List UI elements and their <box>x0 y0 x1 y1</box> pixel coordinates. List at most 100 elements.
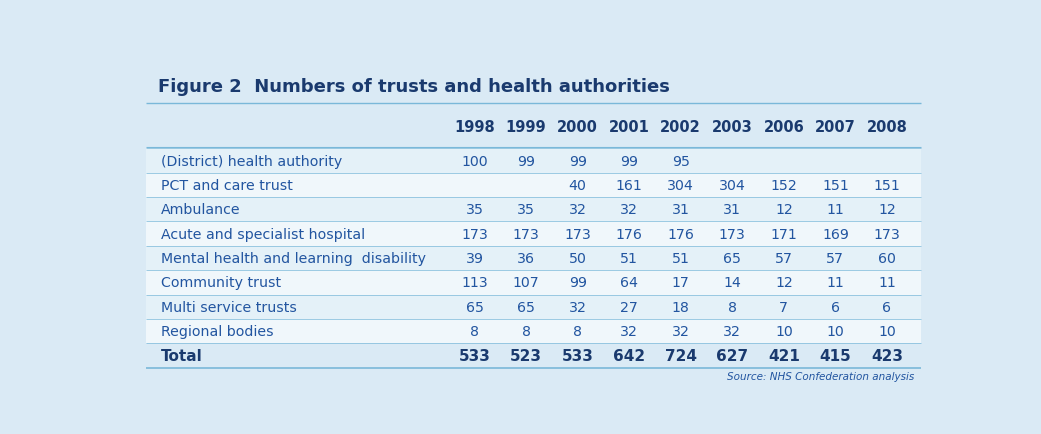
Text: 10: 10 <box>827 324 844 339</box>
Text: Regional bodies: Regional bodies <box>160 324 274 339</box>
Text: 176: 176 <box>667 227 694 241</box>
Text: Mental health and learning  disability: Mental health and learning disability <box>160 251 426 266</box>
Bar <box>146 344 920 368</box>
Bar <box>146 197 920 222</box>
Text: 32: 32 <box>620 203 638 217</box>
Text: 6: 6 <box>883 300 891 314</box>
Text: Community trust: Community trust <box>160 276 281 290</box>
Text: 152: 152 <box>770 178 797 192</box>
Text: 1998: 1998 <box>454 120 494 135</box>
Text: 35: 35 <box>465 203 484 217</box>
Text: 7: 7 <box>780 300 788 314</box>
Text: 10: 10 <box>878 324 896 339</box>
Text: 12: 12 <box>775 276 792 290</box>
Text: 523: 523 <box>510 348 542 363</box>
Text: Ambulance: Ambulance <box>160 203 240 217</box>
Text: 8: 8 <box>574 324 582 339</box>
Text: 11: 11 <box>827 276 844 290</box>
Text: 724: 724 <box>665 348 696 363</box>
Text: 171: 171 <box>770 227 797 241</box>
Text: 100: 100 <box>461 154 488 168</box>
Bar <box>146 222 920 246</box>
Text: 51: 51 <box>620 251 638 266</box>
Text: 57: 57 <box>827 251 844 266</box>
Text: 10: 10 <box>775 324 792 339</box>
Text: 161: 161 <box>616 178 642 192</box>
Text: 12: 12 <box>775 203 792 217</box>
Text: Figure 2  Numbers of trusts and health authorities: Figure 2 Numbers of trusts and health au… <box>158 78 670 96</box>
Text: 8: 8 <box>728 300 737 314</box>
Bar <box>146 149 920 173</box>
Text: 8: 8 <box>471 324 479 339</box>
Text: 65: 65 <box>723 251 741 266</box>
Text: 27: 27 <box>620 300 638 314</box>
Text: 169: 169 <box>822 227 848 241</box>
Text: Multi service trusts: Multi service trusts <box>160 300 297 314</box>
Text: Source: NHS Confederation analysis: Source: NHS Confederation analysis <box>727 371 914 381</box>
Text: 99: 99 <box>517 154 535 168</box>
Bar <box>146 319 920 344</box>
Text: 176: 176 <box>616 227 642 241</box>
Text: 8: 8 <box>522 324 531 339</box>
Text: 31: 31 <box>671 203 690 217</box>
Text: 2002: 2002 <box>660 120 702 135</box>
Text: 39: 39 <box>465 251 484 266</box>
Text: 151: 151 <box>873 178 900 192</box>
Text: 95: 95 <box>671 154 690 168</box>
Text: 64: 64 <box>620 276 638 290</box>
Text: 99: 99 <box>620 154 638 168</box>
Text: 60: 60 <box>878 251 896 266</box>
Text: 642: 642 <box>613 348 645 363</box>
Text: 18: 18 <box>671 300 689 314</box>
Text: 57: 57 <box>775 251 793 266</box>
Text: 533: 533 <box>459 348 490 363</box>
Text: 304: 304 <box>667 178 694 192</box>
Text: 6: 6 <box>831 300 840 314</box>
Bar <box>146 246 920 270</box>
Text: Acute and specialist hospital: Acute and specialist hospital <box>160 227 365 241</box>
Text: 32: 32 <box>568 203 586 217</box>
Text: 99: 99 <box>568 154 587 168</box>
Text: PCT and care trust: PCT and care trust <box>160 178 293 192</box>
Text: 36: 36 <box>517 251 535 266</box>
Text: 173: 173 <box>461 227 488 241</box>
Text: 51: 51 <box>671 251 690 266</box>
FancyBboxPatch shape <box>122 49 945 390</box>
Text: 12: 12 <box>878 203 896 217</box>
Text: 627: 627 <box>716 348 748 363</box>
Text: 2006: 2006 <box>763 120 805 135</box>
Text: 17: 17 <box>671 276 690 290</box>
Text: 32: 32 <box>671 324 690 339</box>
Text: (District) health authority: (District) health authority <box>160 154 342 168</box>
Bar <box>146 270 920 295</box>
Text: 113: 113 <box>461 276 488 290</box>
Text: 173: 173 <box>873 227 900 241</box>
Bar <box>146 173 920 197</box>
Text: 533: 533 <box>562 348 593 363</box>
Text: 107: 107 <box>513 276 539 290</box>
Text: 11: 11 <box>878 276 896 290</box>
Text: 40: 40 <box>568 178 586 192</box>
Text: 2007: 2007 <box>815 120 856 135</box>
Text: 415: 415 <box>819 348 852 363</box>
Text: 2003: 2003 <box>712 120 753 135</box>
Text: 423: 423 <box>871 348 903 363</box>
Text: 11: 11 <box>827 203 844 217</box>
Text: 304: 304 <box>719 178 745 192</box>
Text: 50: 50 <box>568 251 586 266</box>
Text: 32: 32 <box>620 324 638 339</box>
Text: 1999: 1999 <box>506 120 547 135</box>
Text: 35: 35 <box>517 203 535 217</box>
Bar <box>146 295 920 319</box>
Text: 14: 14 <box>723 276 741 290</box>
Text: 65: 65 <box>517 300 535 314</box>
Text: 2008: 2008 <box>866 120 908 135</box>
Text: 421: 421 <box>768 348 799 363</box>
Text: 32: 32 <box>568 300 586 314</box>
Text: 65: 65 <box>465 300 484 314</box>
Text: 173: 173 <box>512 227 539 241</box>
Text: 99: 99 <box>568 276 587 290</box>
Text: 151: 151 <box>822 178 848 192</box>
Text: 173: 173 <box>564 227 591 241</box>
Text: 2000: 2000 <box>557 120 599 135</box>
